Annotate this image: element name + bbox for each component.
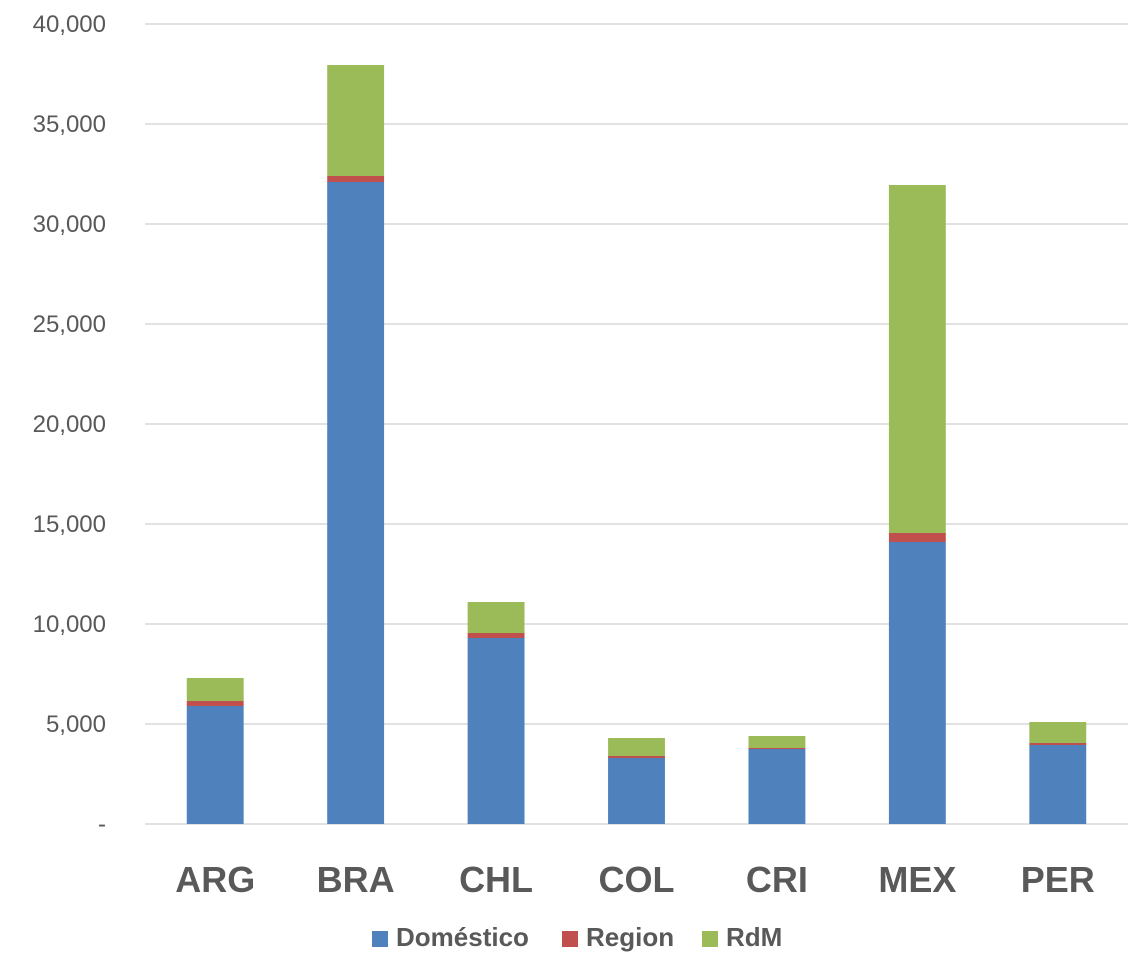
legend-swatch: [562, 931, 578, 947]
x-category-label: ARG: [175, 859, 255, 900]
x-category-label: CRI: [746, 859, 808, 900]
bar-segment-mex-1: [888, 533, 946, 542]
x-category-label: MEX: [878, 859, 956, 900]
bar-segment-chl-1: [467, 633, 525, 638]
bar-segment-col-2: [608, 738, 665, 756]
bar-segment-mex-2: [888, 185, 946, 533]
bar-segment-arg-2: [186, 678, 244, 701]
x-category-label: CHL: [459, 859, 533, 900]
y-tick-label: 15,000: [33, 511, 106, 538]
y-tick-label: 40,000: [33, 11, 106, 38]
x-category-label: COL: [599, 859, 675, 900]
x-axis-categories: ARG BRA CHL COL CRI MEX PER: [175, 859, 1095, 900]
y-tick-label: 10,000: [33, 611, 106, 638]
legend-label: RdM: [726, 922, 782, 952]
bar-segment-col-0: [608, 758, 665, 824]
x-category-label: BRA: [317, 859, 395, 900]
gridlines: [145, 23, 1128, 825]
bar-segment-per-1: [1029, 743, 1087, 745]
bar-segment-chl-2: [467, 602, 525, 633]
bar-segment-per-2: [1029, 722, 1087, 743]
bar-segment-per-0: [1029, 745, 1087, 824]
y-tick-label: 20,000: [33, 411, 106, 438]
y-axis-ticks: - 5,000 10,000 15,000 20,000 25,000 30,000 35,0…: [33, 11, 106, 838]
legend-swatch: [702, 931, 718, 947]
x-category-label: PER: [1021, 859, 1095, 900]
legend-swatch: [372, 931, 388, 947]
bar-segment-cri-1: [748, 748, 806, 749]
legend-label: Doméstico: [396, 922, 529, 952]
bar-segment-bra-2: [327, 65, 385, 176]
legend: Doméstico Region RdM: [372, 922, 782, 952]
y-tick-label: 30,000: [33, 211, 106, 238]
y-tick-label: -: [98, 811, 106, 838]
bar-segment-cri-0: [748, 749, 806, 824]
bar-segment-mex-0: [888, 542, 946, 824]
bar-segment-col-1: [608, 756, 665, 758]
legend-label: Region: [586, 922, 674, 952]
bar-segment-bra-1: [327, 176, 385, 182]
bar-segment-cri-2: [748, 736, 806, 748]
y-tick-label: 25,000: [33, 311, 106, 338]
bar-segment-arg-1: [186, 701, 244, 706]
bar-segment-bra-0: [327, 182, 385, 824]
bars: [186, 65, 1087, 824]
y-tick-label: 35,000: [33, 111, 106, 138]
bar-segment-arg-0: [186, 706, 244, 824]
bar-segment-chl-0: [467, 638, 525, 824]
y-tick-label: 5,000: [46, 711, 106, 738]
